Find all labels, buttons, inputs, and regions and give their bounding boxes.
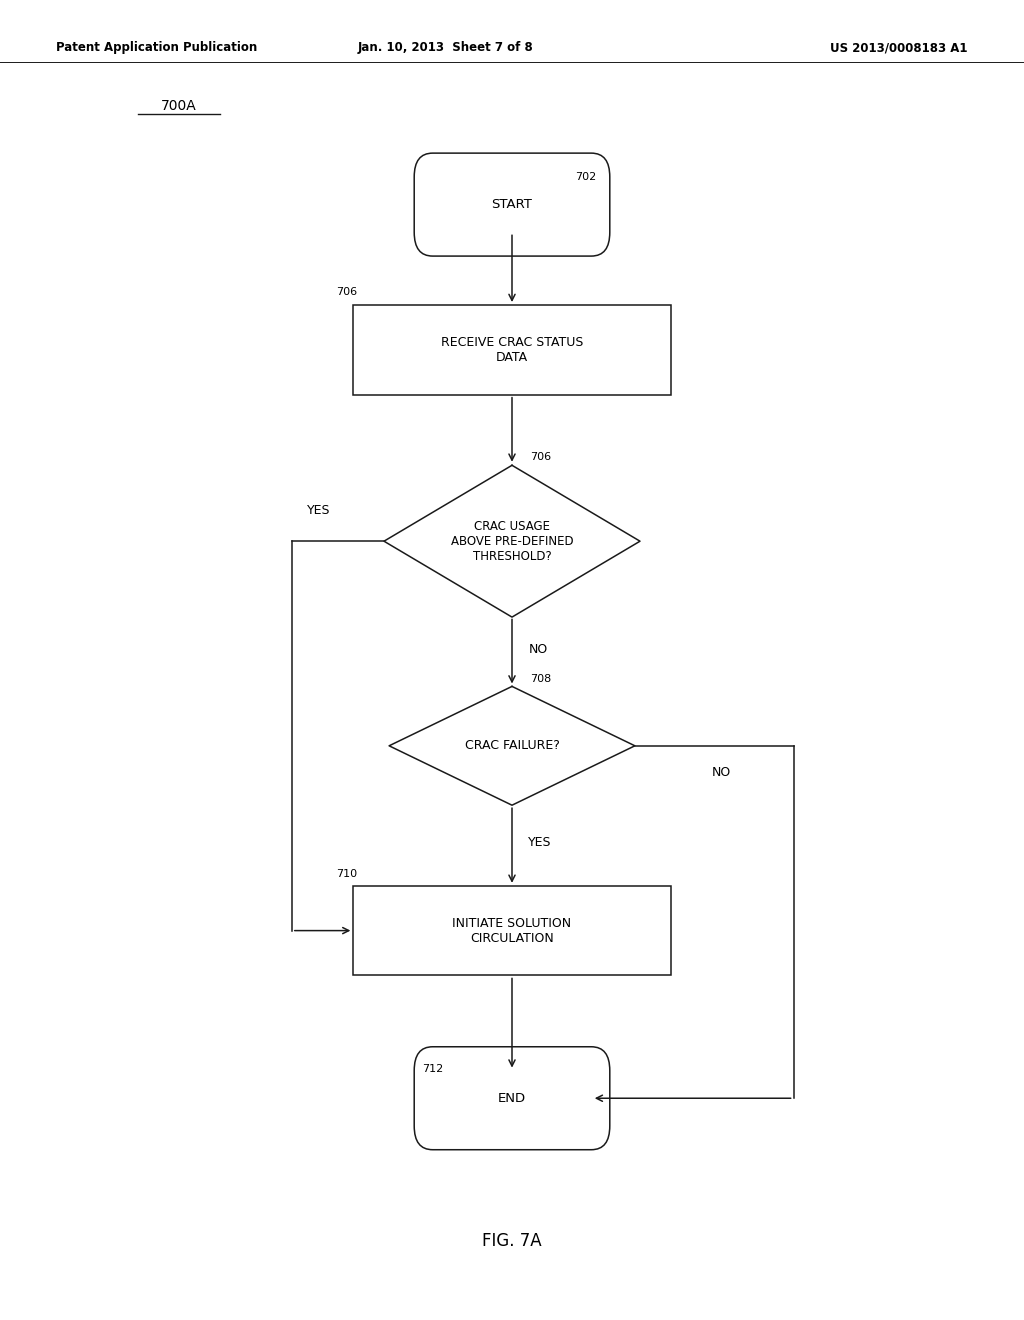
Text: 710: 710: [336, 869, 357, 879]
Text: CRAC USAGE
ABOVE PRE-DEFINED
THRESHOLD?: CRAC USAGE ABOVE PRE-DEFINED THRESHOLD?: [451, 520, 573, 562]
Bar: [353, 886, 671, 975]
Text: NO: NO: [528, 643, 548, 656]
Text: FIG. 7A: FIG. 7A: [482, 1232, 542, 1250]
Text: 712: 712: [422, 1064, 443, 1074]
Text: INITIATE SOLUTION
CIRCULATION: INITIATE SOLUTION CIRCULATION: [453, 916, 571, 945]
Bar: [353, 305, 671, 395]
Polygon shape: [384, 466, 640, 618]
Text: 706: 706: [530, 451, 552, 462]
Text: 702: 702: [575, 172, 597, 182]
Text: Jan. 10, 2013  Sheet 7 of 8: Jan. 10, 2013 Sheet 7 of 8: [357, 41, 534, 54]
Text: START: START: [492, 198, 532, 211]
Text: 700A: 700A: [162, 99, 197, 112]
Text: 706: 706: [336, 286, 357, 297]
Text: CRAC FAILURE?: CRAC FAILURE?: [465, 739, 559, 752]
FancyBboxPatch shape: [414, 153, 609, 256]
Text: 708: 708: [530, 673, 552, 684]
Text: END: END: [498, 1092, 526, 1105]
Text: YES: YES: [307, 504, 331, 517]
Text: Patent Application Publication: Patent Application Publication: [56, 41, 258, 54]
Polygon shape: [389, 686, 635, 805]
FancyBboxPatch shape: [414, 1047, 609, 1150]
Text: YES: YES: [528, 836, 552, 849]
Text: RECEIVE CRAC STATUS
DATA: RECEIVE CRAC STATUS DATA: [440, 335, 584, 364]
Text: NO: NO: [712, 766, 731, 779]
Text: US 2013/0008183 A1: US 2013/0008183 A1: [830, 41, 968, 54]
